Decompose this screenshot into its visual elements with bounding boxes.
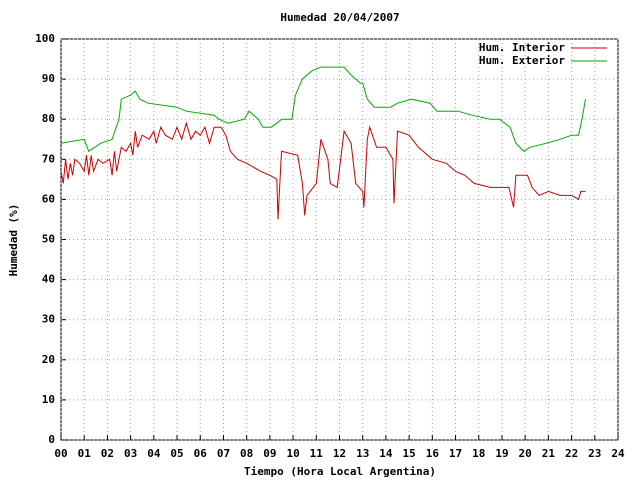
x-tick-label: 17	[449, 447, 462, 460]
y-tick-label: 80	[42, 112, 55, 125]
x-tick-label: 03	[124, 447, 137, 460]
x-tick-label: 01	[78, 447, 92, 460]
y-tick-label: 60	[42, 192, 55, 205]
chart-title: Humedad 20/04/2007	[280, 11, 399, 24]
x-tick-label: 12	[333, 447, 346, 460]
x-tick-label: 05	[170, 447, 183, 460]
y-axis-label: Humedad (%)	[7, 204, 20, 277]
x-tick-label: 22	[565, 447, 578, 460]
y-tick-label: 0	[48, 433, 55, 446]
x-tick-label: 24	[611, 447, 625, 460]
y-tick-label: 50	[42, 233, 55, 246]
x-tick-label: 02	[101, 447, 114, 460]
x-tick-label: 19	[495, 447, 508, 460]
x-tick-label: 13	[356, 447, 369, 460]
x-tick-label: 10	[286, 447, 299, 460]
x-tick-label: 07	[217, 447, 230, 460]
legend-label: Hum. Interior	[479, 41, 565, 54]
legend-label: Hum. Exterior	[479, 54, 565, 67]
y-tick-label: 10	[42, 393, 55, 406]
data-line	[60, 66, 586, 153]
y-tick-label: 40	[42, 273, 55, 286]
x-tick-label: 15	[403, 447, 416, 460]
x-tick-label: 11	[310, 447, 324, 460]
x-tick-label: 23	[588, 447, 601, 460]
y-tick-label: 100	[35, 32, 55, 45]
x-tick-label: 20	[519, 447, 532, 460]
y-tick-label: 90	[42, 72, 55, 85]
y-tick-label: 70	[42, 152, 55, 165]
x-tick-label: 21	[542, 447, 556, 460]
x-tick-label: 14	[379, 447, 393, 460]
x-tick-label: 09	[263, 447, 276, 460]
x-tick-label: 08	[240, 447, 253, 460]
x-tick-label: 04	[147, 447, 161, 460]
y-tick-label: 20	[42, 353, 55, 366]
y-tick-label: 30	[42, 313, 55, 326]
x-tick-label: 00	[54, 447, 67, 460]
x-axis-label: Tiempo (Hora Local Argentina)	[244, 465, 436, 478]
x-tick-label: 18	[472, 447, 485, 460]
x-tick-label: 16	[426, 447, 440, 460]
data-line	[60, 121, 586, 220]
x-tick-label: 06	[194, 447, 208, 460]
